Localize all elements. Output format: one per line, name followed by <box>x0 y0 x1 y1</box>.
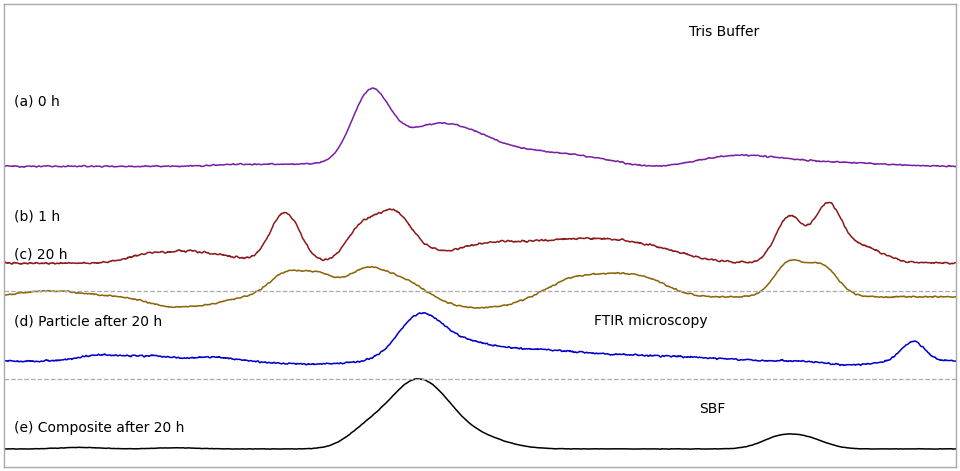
Text: (b) 1 h: (b) 1 h <box>13 210 60 224</box>
Text: SBF: SBF <box>699 402 725 416</box>
Text: FTIR microscopy: FTIR microscopy <box>594 314 708 328</box>
Text: (a) 0 h: (a) 0 h <box>13 94 60 108</box>
Text: (c) 20 h: (c) 20 h <box>13 247 67 261</box>
Text: Tris Buffer: Tris Buffer <box>689 25 759 39</box>
Text: (e) Composite after 20 h: (e) Composite after 20 h <box>13 421 184 435</box>
Text: (d) Particle after 20 h: (d) Particle after 20 h <box>13 314 162 328</box>
